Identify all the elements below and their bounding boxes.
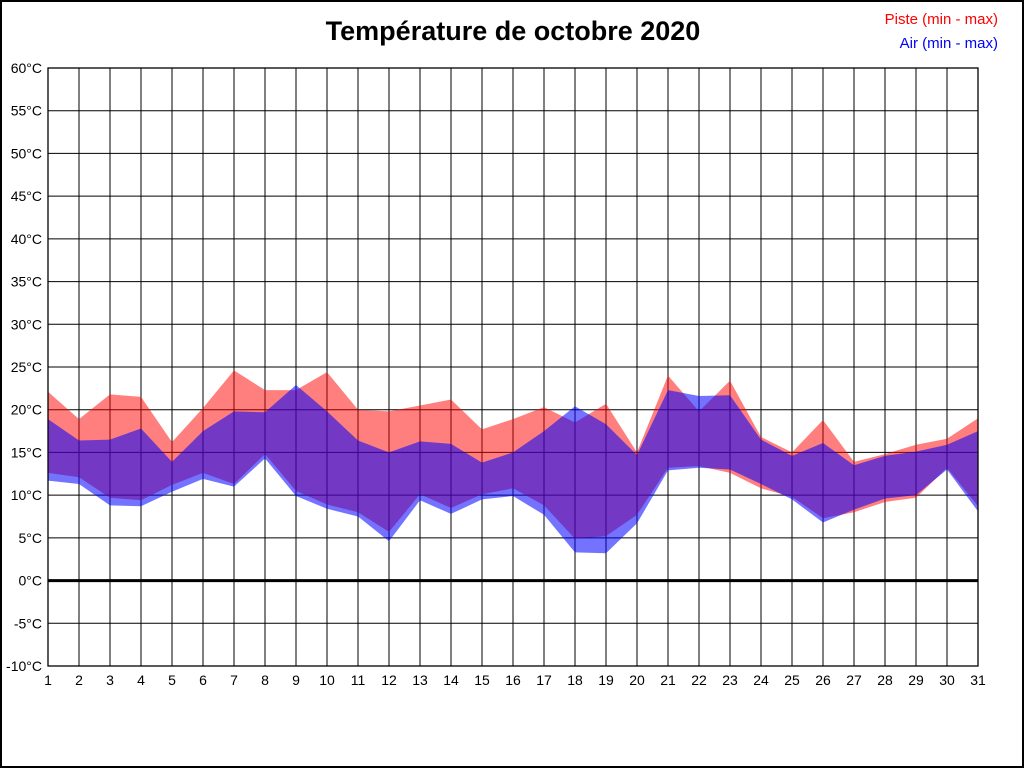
y-tick-label: 15°C bbox=[11, 444, 42, 460]
x-tick-label: 25 bbox=[784, 672, 800, 688]
x-tick-label: 29 bbox=[908, 672, 924, 688]
y-tick-label: 35°C bbox=[11, 274, 42, 290]
x-tick-label: 20 bbox=[629, 672, 645, 688]
x-tick-label: 1 bbox=[44, 672, 52, 688]
x-tick-label: 9 bbox=[292, 672, 300, 688]
x-tick-label: 30 bbox=[939, 672, 955, 688]
x-tick-label: 3 bbox=[106, 672, 114, 688]
chart-title: Température de octobre 2020 bbox=[325, 16, 701, 46]
x-tick-label: 28 bbox=[877, 672, 893, 688]
x-tick-label: 2 bbox=[75, 672, 83, 688]
x-tick-label: 7 bbox=[230, 672, 238, 688]
x-tick-label: 11 bbox=[351, 672, 366, 688]
x-tick-label: 23 bbox=[722, 672, 738, 688]
y-tick-label: 30°C bbox=[11, 316, 42, 332]
x-tick-label: 31 bbox=[970, 672, 986, 688]
x-tick-label: 5 bbox=[168, 672, 176, 688]
y-tick-label: 0°C bbox=[19, 573, 43, 589]
x-tick-label: 26 bbox=[815, 672, 831, 688]
x-tick-label: 24 bbox=[753, 672, 769, 688]
x-tick-label: 19 bbox=[598, 672, 614, 688]
x-tick-label: 14 bbox=[443, 672, 459, 688]
x-tick-label: 10 bbox=[319, 672, 335, 688]
plot-frame bbox=[47, 67, 979, 667]
x-tick-label: 8 bbox=[261, 672, 269, 688]
legend: Piste (min - max) Air (min - max) bbox=[885, 8, 998, 56]
y-tick-label: -5°C bbox=[14, 615, 42, 631]
y-tick-label: 40°C bbox=[11, 231, 42, 247]
x-tick-label: 17 bbox=[536, 672, 552, 688]
y-tick-label: 50°C bbox=[11, 145, 42, 161]
x-tick-label: 15 bbox=[474, 672, 490, 688]
legend-item-air: Air (min - max) bbox=[899, 35, 998, 52]
x-tick-label: 18 bbox=[567, 672, 583, 688]
y-tick-label: 25°C bbox=[11, 359, 42, 375]
y-tick-label: 10°C bbox=[11, 487, 42, 503]
y-tick-label: 20°C bbox=[11, 402, 42, 418]
y-tick-label: 5°C bbox=[19, 530, 43, 546]
y-tick-label: 60°C bbox=[11, 60, 42, 76]
x-tick-label: 13 bbox=[412, 672, 428, 688]
x-tick-label: 6 bbox=[199, 672, 207, 688]
legend-item-piste: Piste (min - max) bbox=[884, 11, 998, 28]
y-tick-label: -10°C bbox=[6, 658, 42, 674]
air-band bbox=[48, 384, 978, 554]
y-tick-label: 55°C bbox=[11, 103, 42, 119]
x-tick-label: 21 bbox=[660, 672, 676, 688]
x-tick-label: 27 bbox=[846, 672, 862, 688]
y-tick-label: 45°C bbox=[11, 188, 42, 204]
x-tick-label: 12 bbox=[381, 672, 397, 688]
x-tick-label: 4 bbox=[137, 672, 145, 688]
x-tick-label: 16 bbox=[505, 672, 521, 688]
x-tick-label: 22 bbox=[691, 672, 707, 688]
